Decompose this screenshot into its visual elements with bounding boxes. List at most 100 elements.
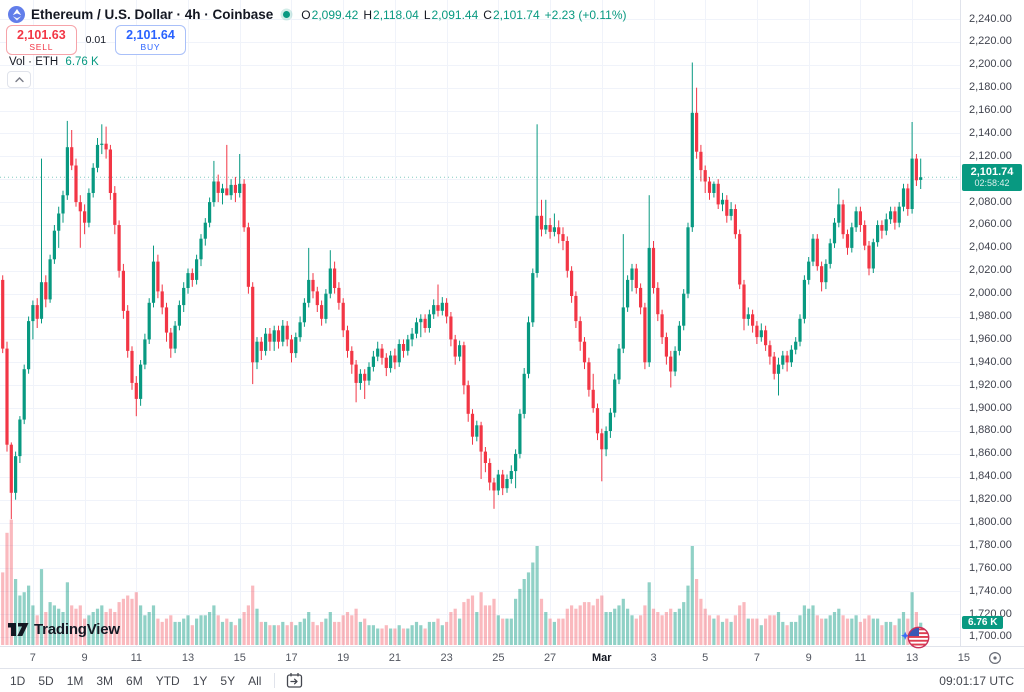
range-button-1m[interactable]: 1M [66,673,84,688]
volume-bar [811,605,815,645]
range-button-3m[interactable]: 3M [96,673,114,688]
time-tick-label: 17 [285,652,298,664]
candle-body [789,349,793,363]
calendar-icon [287,673,303,688]
price-chart[interactable] [0,0,960,646]
candle-body [604,431,608,450]
range-button-5y[interactable]: 5Y [220,673,236,688]
volume-bar [789,621,793,645]
range-button-1y[interactable]: 1Y [192,673,208,688]
volume-bar [410,625,414,645]
volume-bar [436,618,440,645]
candle-body [850,227,854,248]
volume-bar [535,546,539,645]
volume-bar [354,608,358,645]
go-to-date-button[interactable] [286,672,303,689]
candle-body [854,211,858,228]
volume-bar [759,625,763,645]
candle-body [914,158,918,181]
candle-body [893,211,897,223]
us-flag-event-icon[interactable] [900,625,930,650]
volume-bar [548,618,552,645]
volume-bar [776,612,781,645]
candle-body [91,167,95,193]
volume-bar [272,625,276,645]
candle-wick [536,124,538,278]
candle-wick [79,195,81,248]
volume-bar [139,605,143,645]
volume-bar [867,615,871,645]
candle-body [350,350,354,365]
candle-body [552,227,556,232]
volume-bar [458,618,462,645]
candle-body [143,339,147,365]
price-tick-label: 2,000.00 [969,287,1012,300]
buy-button[interactable]: 2,101.64 BUY [115,25,186,55]
volume-bar [268,625,272,645]
range-button-all[interactable]: All [248,673,262,688]
volume-bar [613,608,617,645]
utc-clock[interactable]: 09:01:17 UTC [939,673,1014,688]
time-tick-label: 11 [854,652,867,664]
volume-bar [294,625,298,645]
candle-body [324,293,328,319]
candle-body [9,444,13,493]
volume-bar [660,615,664,645]
candle-body [764,330,768,346]
price-tick-label: 2,020.00 [969,264,1012,277]
volume-bar [203,615,207,645]
range-button-6m[interactable]: 6M [126,673,143,688]
candle-body [83,211,87,223]
volume-bar [208,612,212,645]
volume-bar [302,618,306,645]
candle-body [496,474,500,491]
candle-body [427,314,431,328]
candle-body [483,451,487,463]
price-tick-label: 2,220.00 [969,35,1012,48]
candle-body [768,345,772,357]
time-axis[interactable]: 7 9 11 13 15 17 19 21 23 25 27 Mar 3 5 7 9 11 13 15 [0,646,1024,668]
volume-bar [845,618,850,645]
volume-bar [884,621,888,645]
symbol-title[interactable]: Ethereum / U.S. Dollar · 4h · Coinbase [31,7,274,22]
range-button-ytd[interactable]: YTD [155,673,180,688]
price-tick-label: 1,940.00 [969,355,1012,368]
candle-body [561,234,565,241]
price-axis[interactable]: 2,101.74 02:58:42 6.76 K 2,240.00 2,220.0… [960,0,1024,646]
price-tick-label: 1,980.00 [969,310,1012,323]
candle-body [630,268,634,280]
toolbar-divider [274,673,276,688]
volume-bar [384,625,388,645]
candle-body [699,151,703,171]
candle-body [126,310,130,351]
candle-body [751,314,755,326]
volume-bar [544,612,548,645]
volume-bar [130,598,134,645]
sell-price: 2,101.63 [17,28,66,42]
volume-bar [1,572,5,645]
volume-bar [639,615,643,645]
collapse-legend-button[interactable] [7,71,31,88]
last-price-badge: 2,101.74 02:58:42 [962,163,1022,191]
volume-bar [22,592,26,645]
volume-bar [453,608,457,645]
volume-bar [664,612,668,645]
axis-settings-icon[interactable] [988,651,1002,665]
volume-bar [699,598,703,645]
candle-body [716,183,720,205]
volume-bar [445,621,449,645]
price-tick-label: 1,900.00 [969,401,1012,414]
volume-bar [854,615,858,645]
price-tick-label: 1,860.00 [969,447,1012,460]
range-button-5d[interactable]: 5D [38,673,54,688]
candle-body [845,234,850,248]
volume-bar [298,621,302,645]
volume-bar [910,592,914,645]
tradingview-logo[interactable]: TradingView [8,621,120,638]
volume-bar [621,598,625,645]
candle-body [389,355,393,369]
range-button-1d[interactable]: 1D [10,673,26,688]
volume-bar [393,628,397,645]
candle-body [397,344,401,363]
sell-button[interactable]: 2,101.63 SELL [6,25,77,55]
